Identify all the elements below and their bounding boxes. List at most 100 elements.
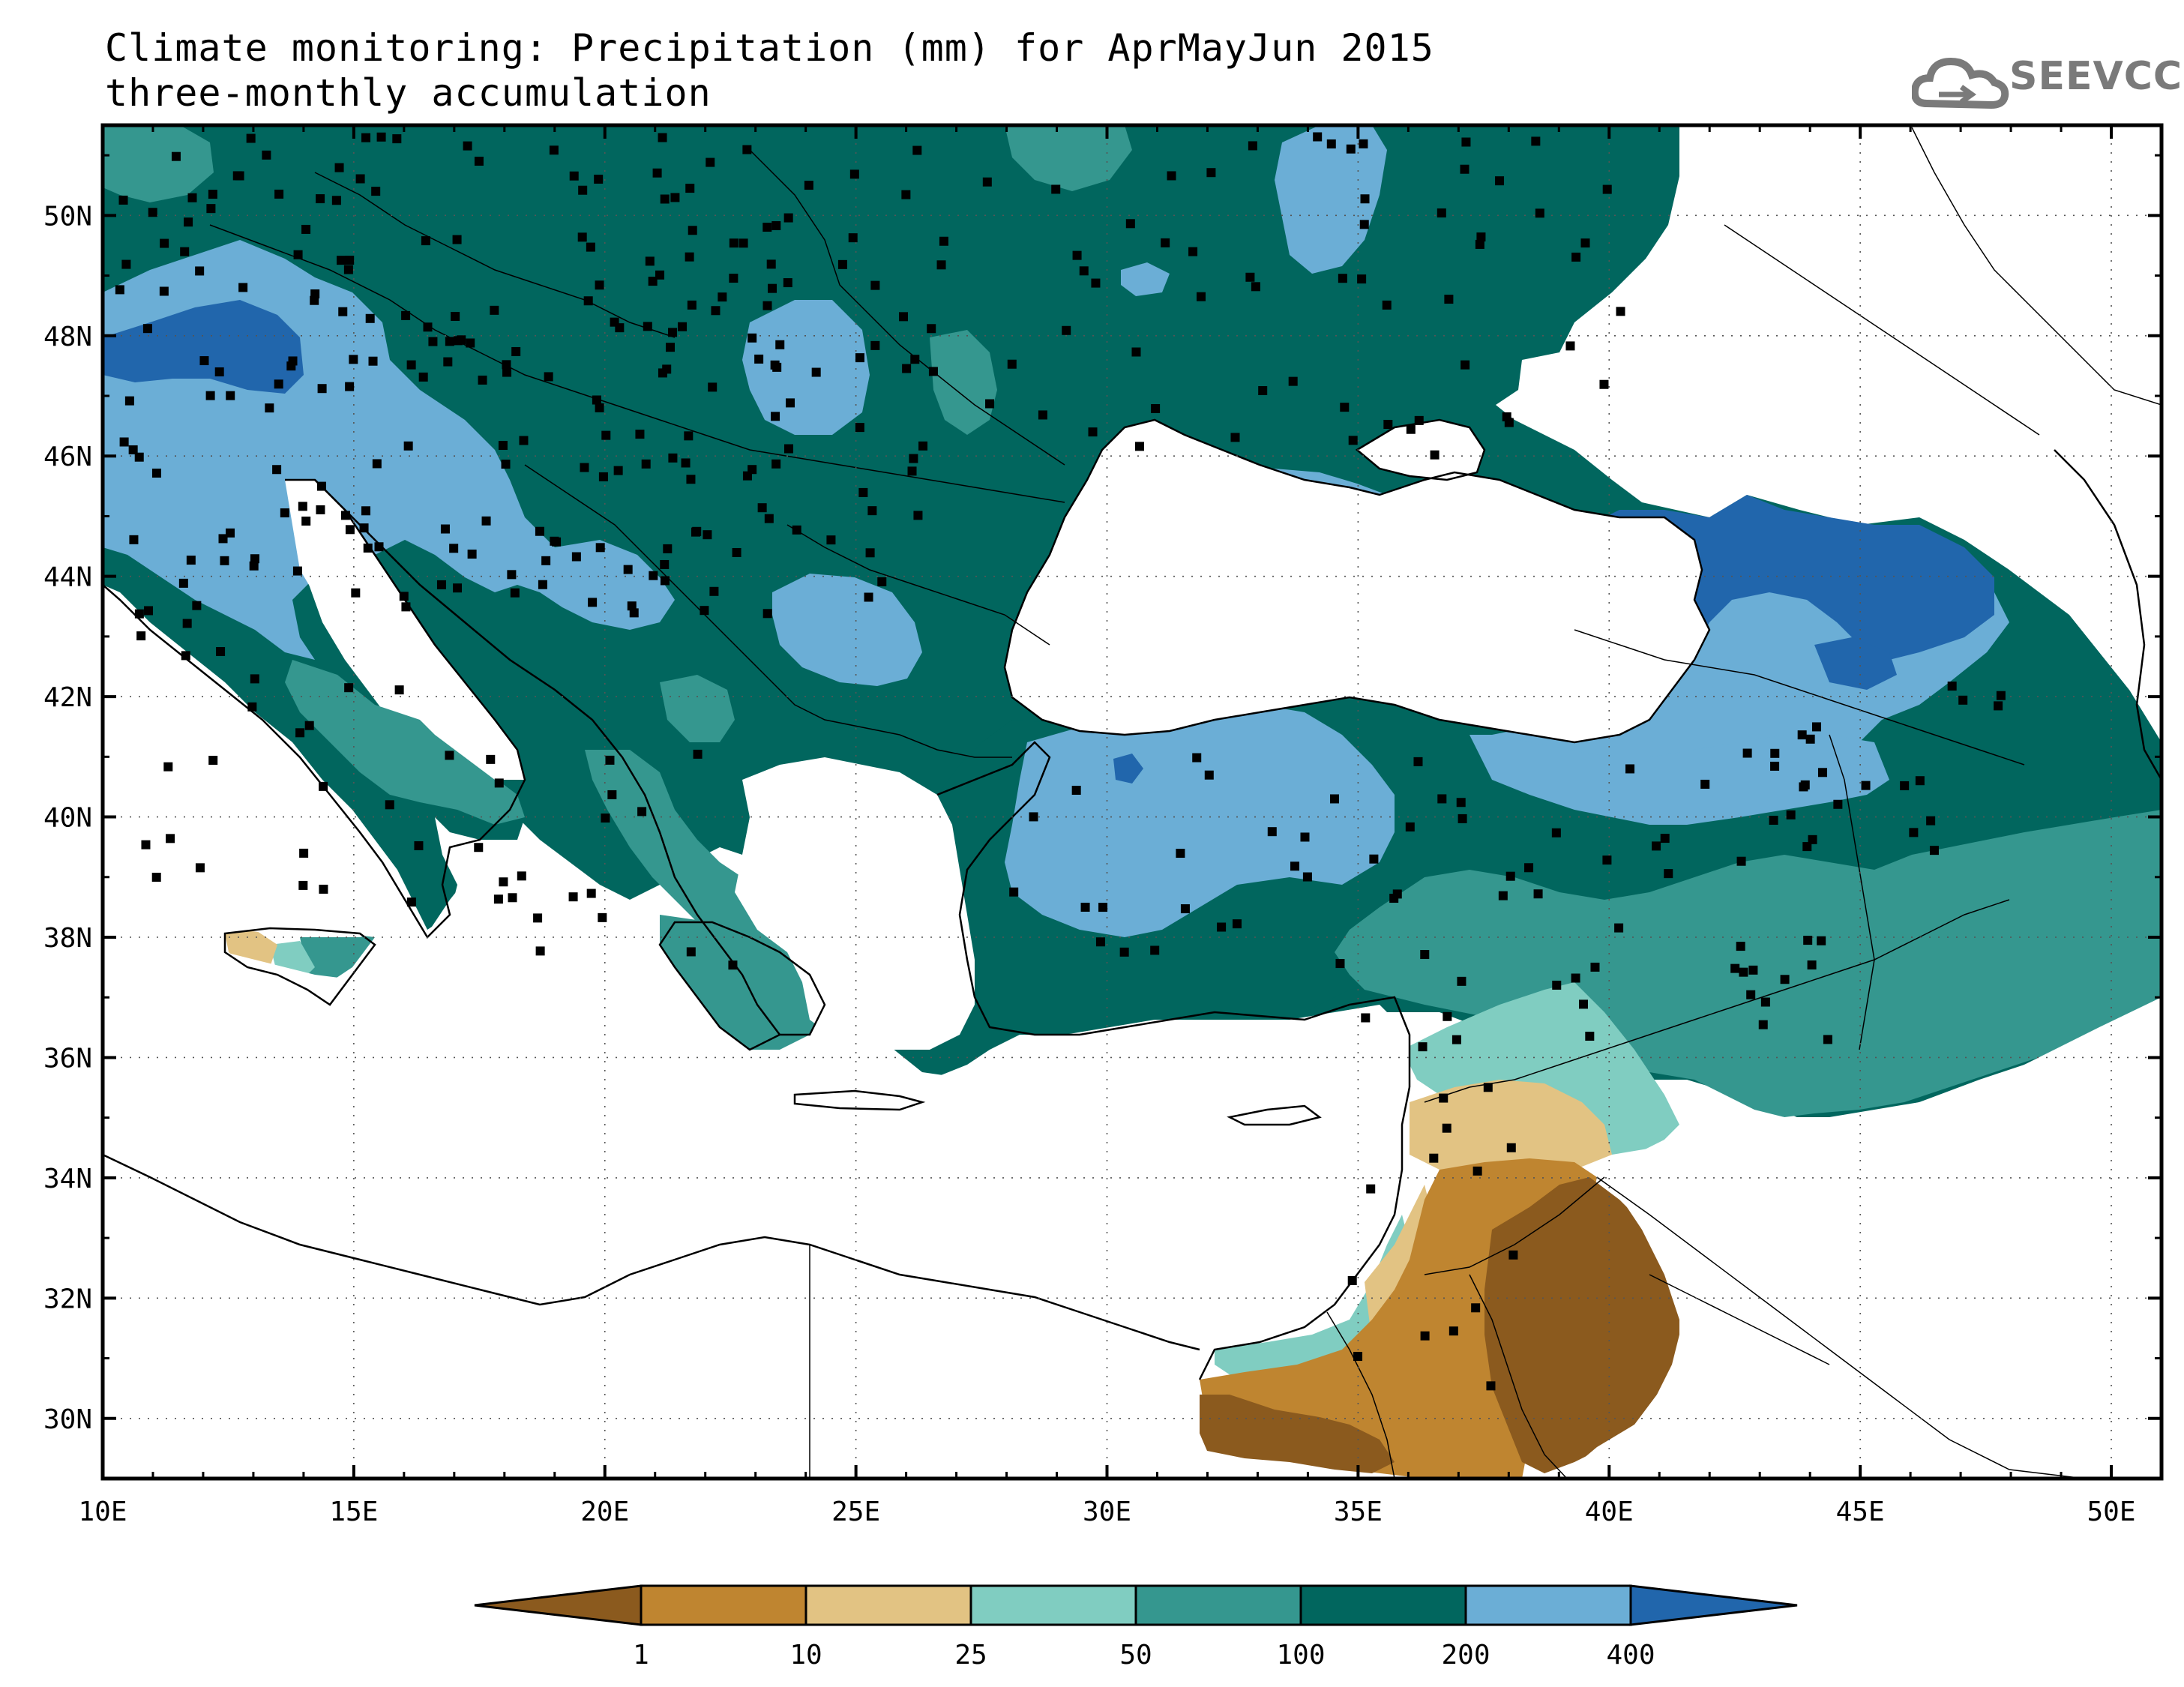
station-marker (340, 511, 350, 520)
cyprus-coast (1227, 1104, 1322, 1126)
station-marker (668, 453, 678, 463)
station-marker (1347, 1275, 1357, 1285)
station-marker (1486, 1381, 1496, 1391)
station-marker (1430, 450, 1440, 460)
station-marker (423, 322, 433, 332)
lon-tick-label: 25E (831, 1497, 880, 1527)
station-marker (134, 609, 144, 619)
station-marker (1602, 855, 1612, 865)
station-marker (129, 535, 139, 544)
station-marker (1808, 835, 1817, 844)
station-marker (1444, 295, 1454, 304)
north-africa-white (103, 1155, 1200, 1479)
station-marker (595, 403, 604, 412)
station-marker (345, 525, 355, 535)
station-marker (220, 556, 229, 565)
station-marker (637, 807, 647, 817)
axis-ticks (101, 125, 2163, 1480)
precip-region-50-100-bulgaria (660, 675, 735, 742)
station-marker (837, 259, 847, 269)
station-marker (1346, 144, 1356, 154)
station-marker (486, 754, 496, 764)
station-marker (1449, 1326, 1458, 1336)
station-marker (605, 755, 615, 765)
station-marker (1457, 976, 1466, 986)
station-marker (898, 312, 908, 322)
station-marker (685, 184, 695, 193)
station-marker (706, 157, 715, 167)
station-marker (1080, 902, 1090, 912)
station-marker (226, 528, 235, 538)
station-marker (1245, 272, 1255, 282)
station-marker (775, 340, 785, 349)
station-marker (1578, 999, 1588, 1009)
precip-region-under-1-sinai (1196, 1395, 1395, 1473)
border-12 (1469, 1274, 1568, 1479)
station-marker (729, 238, 738, 248)
station-marker (349, 355, 358, 364)
station-marker (1505, 871, 1515, 881)
station-marker (660, 576, 670, 586)
station-marker (199, 356, 209, 366)
border-1 (209, 224, 1065, 503)
station-marker (1805, 734, 1815, 744)
station-marker (1625, 764, 1635, 774)
station-marker (218, 534, 228, 544)
station-marker (641, 459, 651, 469)
south-east-white (1559, 997, 2162, 1479)
legend-label: 10 (789, 1640, 822, 1671)
seevccc-logo: SEEVCCC (1912, 45, 2184, 112)
station-marker (754, 354, 764, 364)
precip-region-10-25-syria (1410, 1080, 1612, 1177)
lat-tick-label: 48N (43, 322, 92, 352)
station-marker (316, 194, 325, 204)
station-marker (1383, 419, 1393, 429)
station-marker (499, 877, 508, 887)
station-marker (1817, 936, 1826, 945)
crete-coast (793, 1089, 926, 1111)
station-marker (1758, 1020, 1768, 1029)
station-marker (1196, 292, 1206, 301)
station-marker (663, 544, 673, 553)
station-marker (732, 547, 741, 557)
station-marker (226, 391, 235, 400)
station-marker (771, 412, 780, 421)
station-marker (1535, 208, 1544, 218)
station-marker (1660, 834, 1670, 844)
station-marker (392, 134, 402, 144)
station-marker (684, 431, 694, 441)
station-marker (1095, 937, 1105, 947)
precip-region-200-400-ukraine (1275, 125, 1387, 274)
station-marker (1176, 849, 1185, 858)
station-marker (208, 190, 217, 199)
station-marker (595, 543, 605, 553)
balkan-coast (314, 479, 780, 1035)
station-marker (265, 403, 274, 413)
station-marker (1248, 141, 1257, 151)
station-marker (474, 156, 484, 166)
station-marker (344, 683, 354, 693)
east-white-area (1522, 125, 2162, 742)
station-marker (214, 367, 224, 376)
lon-axis-labels: 10E 15E 20E 25E 30E 35E 40E 45E 50E (78, 1497, 2135, 1527)
station-marker (250, 554, 259, 564)
station-marker (586, 242, 595, 252)
station-marker (912, 145, 922, 155)
legend-box (969, 1584, 1137, 1626)
precip-legend: 1 10 25 50 100 200 400 (474, 1584, 1798, 1671)
station-marker (1429, 1153, 1439, 1163)
lat-tick-label: 40N (43, 803, 92, 834)
station-marker (629, 608, 639, 618)
station-marker (478, 375, 487, 385)
station-marker (1823, 1035, 1832, 1044)
station-marker (316, 481, 326, 491)
station-marker (474, 843, 484, 852)
station-marker (151, 468, 161, 478)
station-marker (1442, 1123, 1452, 1133)
station-marker (1800, 780, 1810, 790)
azov-sea (1357, 420, 1484, 480)
station-marker (1051, 184, 1061, 194)
station-marker (274, 379, 283, 389)
station-marker (1335, 959, 1345, 969)
station-marker (359, 523, 369, 533)
